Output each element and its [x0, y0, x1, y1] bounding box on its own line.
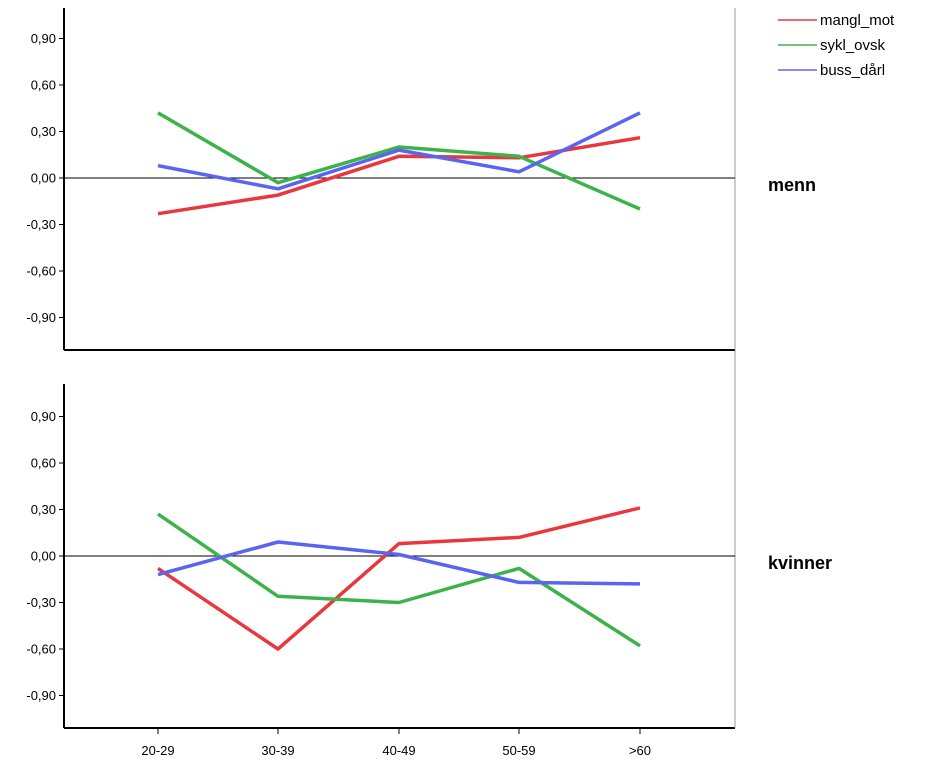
series-line-mangl_mot [157, 506, 641, 651]
y-tick-label: 0,00 [31, 171, 56, 186]
legend-label: sykl_ovsk [820, 37, 886, 54]
y-tick-label: 0,60 [31, 78, 56, 93]
y-tick-label: 0,60 [31, 456, 56, 471]
legend-label: mangl_mot [820, 12, 895, 29]
y-tick-label: -0,90 [26, 688, 56, 703]
x-tick-label: >60 [629, 743, 651, 758]
y-tick-label: 0,30 [31, 124, 56, 139]
y-tick-label: -0,30 [26, 217, 56, 232]
x-tick-label: 40-49 [382, 743, 415, 758]
series-line-buss_drl [157, 111, 641, 191]
legend-label: buss_dårl [820, 62, 885, 79]
y-tick-label: -0,60 [26, 642, 56, 657]
series-line-sykl_ovsk [157, 512, 641, 648]
y-tick-label: -0,30 [26, 595, 56, 610]
y-tick-label: -0,60 [26, 264, 56, 279]
x-tick-label: 20-29 [141, 743, 174, 758]
panel-label-1: kvinner [768, 553, 832, 573]
y-tick-label: 0,90 [31, 409, 56, 424]
y-tick-label: -0,90 [26, 310, 56, 325]
y-tick-label: 0,90 [31, 31, 56, 46]
panel-label-0: menn [768, 175, 816, 195]
x-tick-label: 30-39 [261, 743, 294, 758]
x-tick-label: 50-59 [502, 743, 535, 758]
series-line-sykl_ovsk [157, 111, 641, 211]
y-tick-label: 0,00 [31, 549, 56, 564]
series-line-buss_drl [157, 540, 641, 586]
y-tick-label: 0,30 [31, 502, 56, 517]
